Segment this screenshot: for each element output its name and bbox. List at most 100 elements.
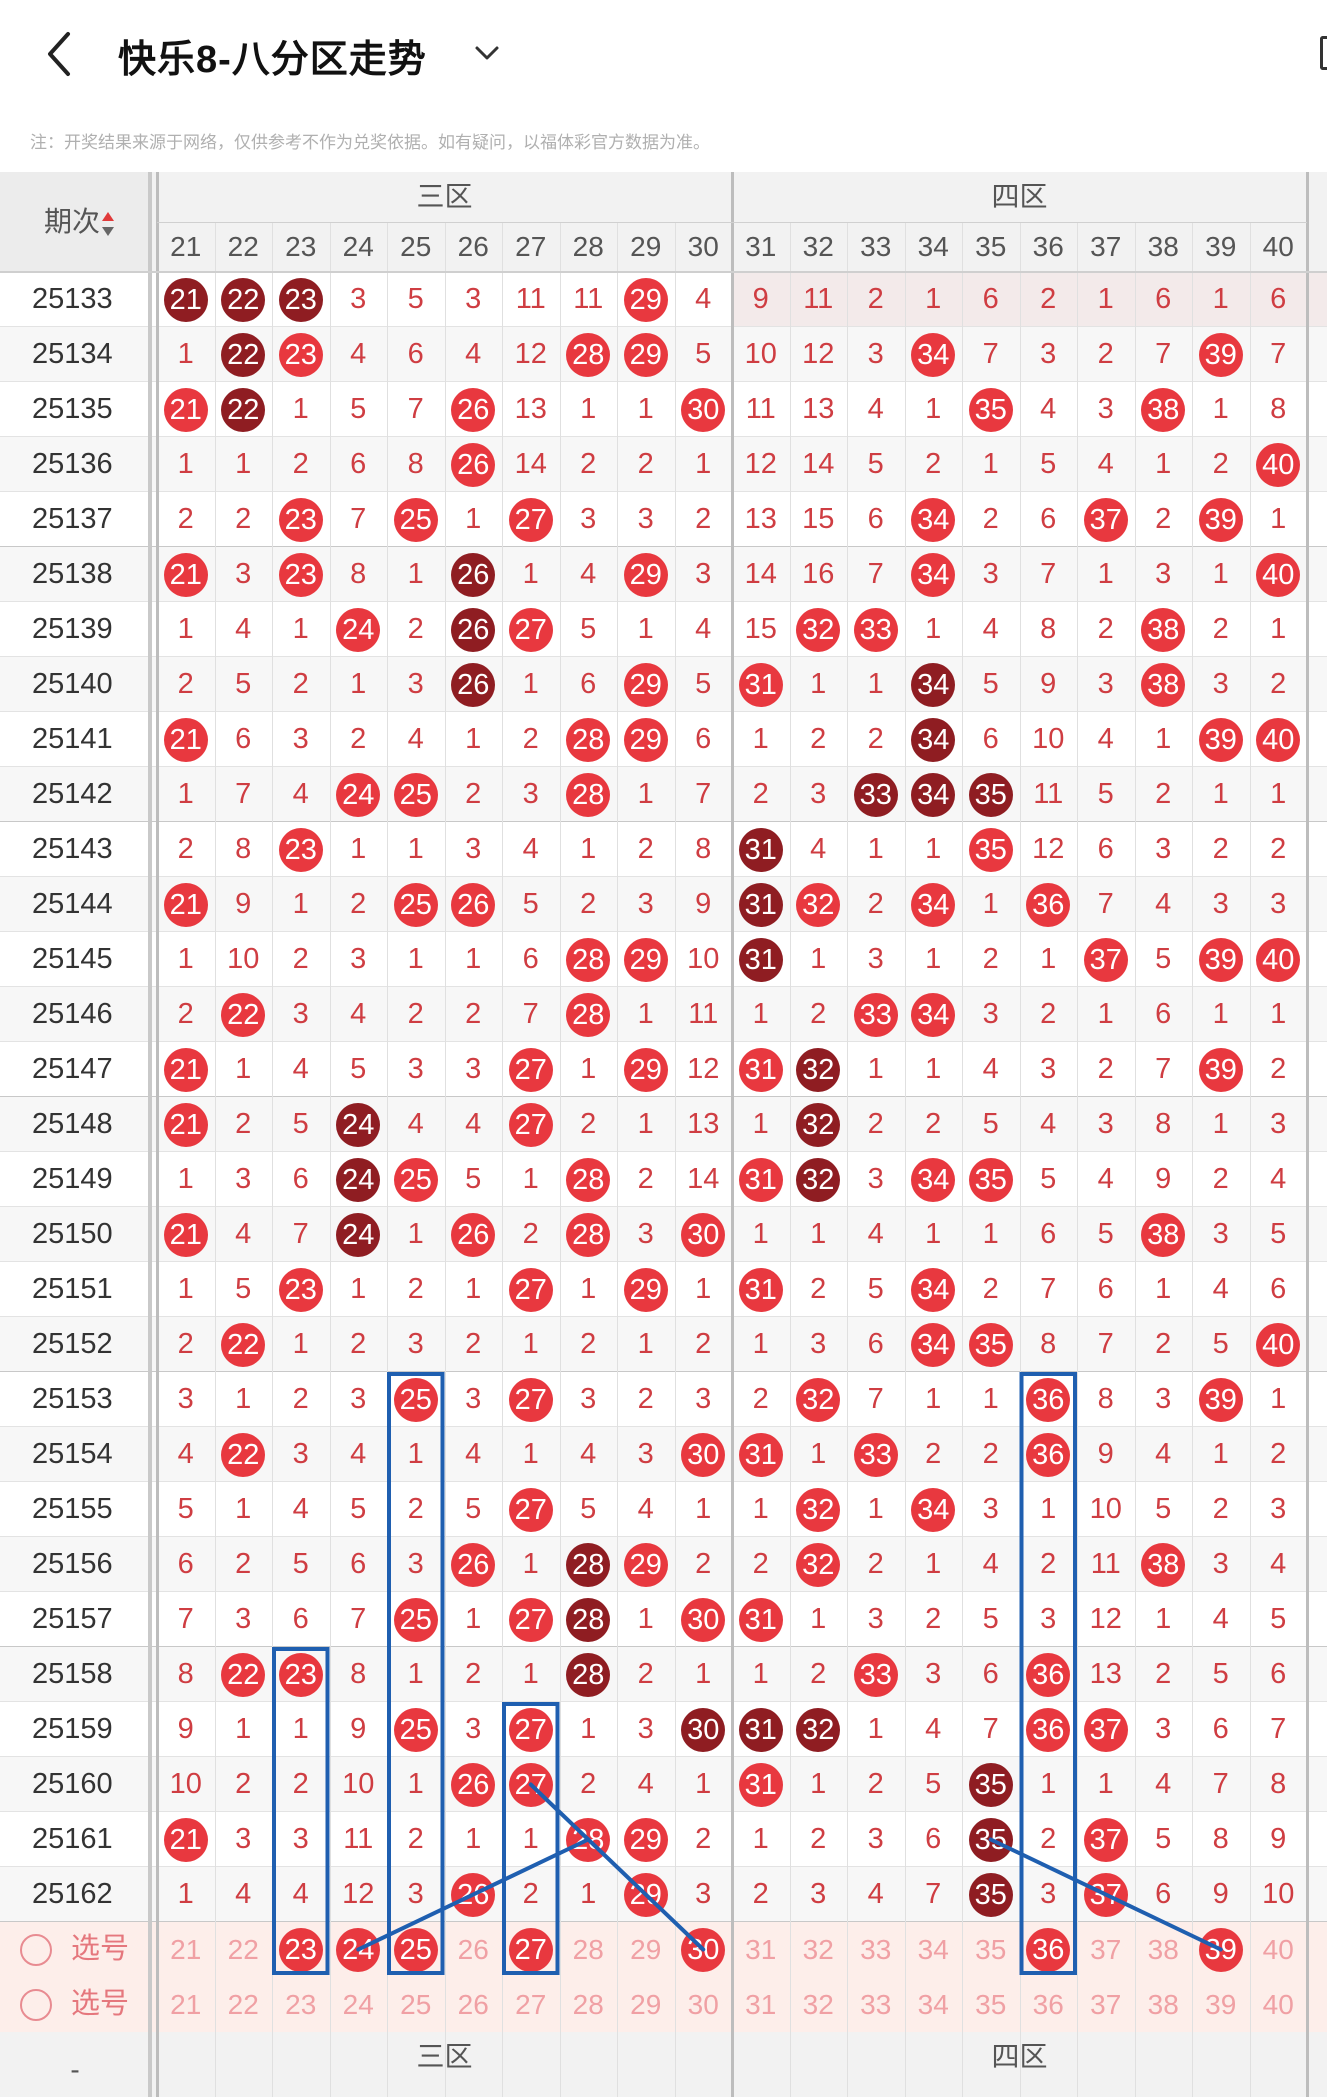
drawn-number-ball[interactable]: 21	[163, 1102, 208, 1147]
drawn-number-ball[interactable]: 23	[278, 277, 323, 322]
drawn-number-ball[interactable]: 26	[451, 882, 496, 927]
drawn-number-ball[interactable]: 25	[393, 1707, 438, 1752]
drawn-number-ball[interactable]: 34	[911, 772, 956, 817]
select-radio[interactable]	[20, 1988, 52, 2021]
select-number[interactable]: 28	[572, 1934, 604, 1965]
select-number[interactable]: 38	[1147, 1989, 1179, 2020]
drawn-number-ball[interactable]: 35	[968, 1322, 1013, 1367]
drawn-number-ball[interactable]: 21	[163, 717, 208, 762]
drawn-number-ball[interactable]: 21	[163, 277, 208, 322]
select-number[interactable]: 34	[917, 1934, 949, 1965]
drawn-number-ball[interactable]: 33	[853, 1652, 898, 1697]
drawn-number-ball[interactable]: 39	[1198, 332, 1243, 377]
drawn-number-ball[interactable]: 27	[508, 1047, 553, 1092]
drawn-number-ball[interactable]: 28	[566, 332, 611, 377]
drawn-number-ball[interactable]: 40	[1256, 937, 1301, 982]
drawn-number-ball[interactable]: 32	[796, 1487, 841, 1532]
select-label[interactable]: 选号	[70, 1933, 129, 1965]
column-header-32[interactable]: 32	[802, 231, 834, 262]
drawn-number-ball[interactable]: 30	[681, 1212, 726, 1257]
drawn-number-ball[interactable]: 25	[393, 1597, 438, 1642]
select-number[interactable]: 21	[170, 1989, 202, 2020]
drawn-number-ball[interactable]: 28	[566, 937, 611, 982]
drawn-number-ball[interactable]: 33	[853, 992, 898, 1037]
chevron-left-icon[interactable]	[40, 28, 80, 80]
drawn-number-ball[interactable]: 26	[451, 607, 496, 652]
drawn-number-ball[interactable]: 28	[566, 717, 611, 762]
drawn-number-ball[interactable]: 31	[738, 1157, 783, 1202]
drawn-number-ball[interactable]: 25	[393, 1377, 438, 1422]
drawn-number-ball[interactable]: 35	[968, 772, 1013, 817]
selected-number-ball[interactable]: 36	[1026, 1927, 1071, 1972]
drawn-number-ball[interactable]: 26	[451, 662, 496, 707]
select-number[interactable]: 28	[572, 1989, 604, 2020]
drawn-number-ball[interactable]: 35	[968, 1762, 1013, 1807]
drawn-number-ball[interactable]: 36	[1026, 882, 1071, 927]
drawn-number-ball[interactable]: 26	[451, 442, 496, 487]
drawn-number-ball[interactable]: 21	[163, 387, 208, 432]
drawn-number-ball[interactable]: 36	[1026, 1432, 1071, 1477]
drawn-number-ball[interactable]: 28	[566, 1157, 611, 1202]
select-number[interactable]: 26	[457, 1934, 489, 1965]
drawn-number-ball[interactable]: 31	[738, 1267, 783, 1312]
select-number[interactable]: 22	[227, 1934, 259, 1965]
drawn-number-ball[interactable]: 35	[968, 387, 1013, 432]
column-header-38[interactable]: 38	[1147, 231, 1179, 262]
column-header-27[interactable]: 27	[515, 231, 547, 262]
drawn-number-ball[interactable]: 28	[566, 772, 611, 817]
drawn-number-ball[interactable]: 26	[451, 552, 496, 597]
drawn-number-ball[interactable]: 34	[911, 1157, 956, 1202]
drawn-number-ball[interactable]: 21	[163, 1212, 208, 1257]
drawn-number-ball[interactable]: 25	[393, 882, 438, 927]
drawn-number-ball[interactable]: 29	[623, 662, 668, 707]
drawn-number-ball[interactable]: 39	[1198, 1047, 1243, 1092]
drawn-number-ball[interactable]: 23	[278, 497, 323, 542]
drawn-number-ball[interactable]: 26	[451, 1212, 496, 1257]
drawn-number-ball[interactable]: 27	[508, 1707, 553, 1752]
drawn-number-ball[interactable]: 34	[911, 1322, 956, 1367]
drawn-number-ball[interactable]: 33	[853, 607, 898, 652]
select-radio[interactable]	[20, 1933, 52, 1966]
column-header-30[interactable]: 30	[687, 231, 719, 262]
column-header-29[interactable]: 29	[630, 231, 662, 262]
drawn-number-ball[interactable]: 22	[221, 1652, 266, 1697]
drawn-number-ball[interactable]: 30	[681, 1432, 726, 1477]
drawn-number-ball[interactable]: 34	[911, 717, 956, 762]
select-number[interactable]: 24	[342, 1989, 374, 2020]
drawn-number-ball[interactable]: 23	[278, 827, 323, 872]
column-header-28[interactable]: 28	[572, 231, 604, 262]
drawn-number-ball[interactable]: 31	[738, 1707, 783, 1752]
column-header-31[interactable]: 31	[745, 231, 777, 262]
select-number[interactable]: 34	[917, 1989, 949, 2020]
select-number[interactable]: 39	[1205, 1989, 1237, 2020]
drawn-number-ball[interactable]: 29	[623, 1817, 668, 1862]
drawn-number-ball[interactable]: 25	[393, 1157, 438, 1202]
drawn-number-ball[interactable]: 36	[1026, 1707, 1071, 1752]
select-number[interactable]: 37	[1090, 1934, 1122, 1965]
drawn-number-ball[interactable]: 31	[738, 1762, 783, 1807]
drawn-number-ball[interactable]: 34	[911, 332, 956, 377]
select-number[interactable]: 33	[860, 1934, 892, 1965]
column-header-26[interactable]: 26	[457, 231, 489, 262]
drawn-number-ball[interactable]: 40	[1256, 552, 1301, 597]
drawn-number-ball[interactable]: 38	[1141, 1542, 1186, 1587]
select-number[interactable]: 38	[1147, 1934, 1179, 1965]
drawn-number-ball[interactable]: 31	[738, 827, 783, 872]
drawn-number-ball[interactable]: 38	[1141, 607, 1186, 652]
column-header-37[interactable]: 37	[1090, 231, 1122, 262]
drawn-number-ball[interactable]: 34	[911, 992, 956, 1037]
drawn-number-ball[interactable]: 35	[968, 1157, 1013, 1202]
selected-number-ball[interactable]: 27	[508, 1927, 553, 1972]
drawn-number-ball[interactable]: 27	[508, 1487, 553, 1532]
drawn-number-ball[interactable]: 35	[968, 1872, 1013, 1917]
select-number[interactable]: 32	[802, 1934, 834, 1965]
period-header[interactable]: 期次	[0, 172, 150, 272]
select-number[interactable]: 26	[457, 1989, 489, 2020]
drawn-number-ball[interactable]: 31	[738, 1597, 783, 1642]
drawn-number-ball[interactable]: 21	[163, 882, 208, 927]
drawn-number-ball[interactable]: 24	[336, 607, 381, 652]
drawn-number-ball[interactable]: 27	[508, 607, 553, 652]
page-title[interactable]: 快乐8-八分区走势	[118, 39, 427, 81]
select-number[interactable]: 40	[1262, 1989, 1294, 2020]
drawn-number-ball[interactable]: 26	[451, 387, 496, 432]
